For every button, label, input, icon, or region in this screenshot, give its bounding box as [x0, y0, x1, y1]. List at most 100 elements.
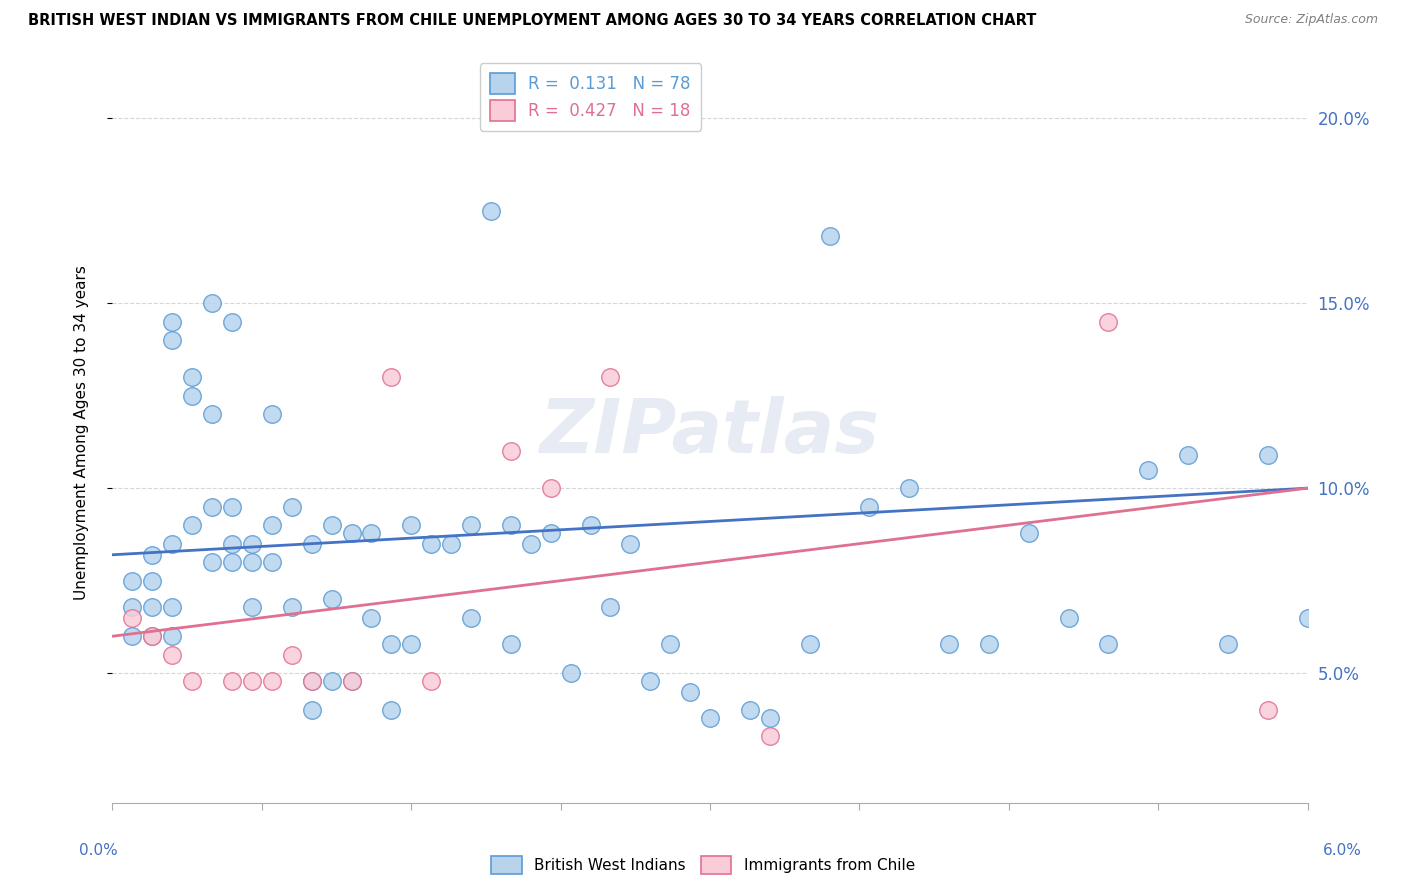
Point — [260, 518, 283, 533]
Point — [738, 703, 761, 717]
Point — [321, 592, 343, 607]
Point — [240, 599, 263, 614]
Point — [301, 673, 323, 688]
Point — [479, 203, 502, 218]
Point — [540, 481, 562, 495]
Point — [1057, 610, 1080, 624]
Point — [141, 599, 163, 614]
Point — [540, 525, 562, 540]
Point — [321, 518, 343, 533]
Point — [560, 666, 582, 681]
Point — [340, 525, 363, 540]
Point — [759, 729, 782, 743]
Point — [201, 500, 224, 514]
Point — [162, 333, 183, 347]
Point — [699, 711, 721, 725]
Point — [141, 629, 163, 643]
Point — [420, 673, 443, 688]
Point — [1257, 703, 1279, 717]
Point — [181, 673, 204, 688]
Legend: British West Indians, Immigrants from Chile: British West Indians, Immigrants from Ch… — [485, 850, 921, 880]
Point — [640, 673, 662, 688]
Point — [499, 518, 522, 533]
Point — [380, 370, 402, 384]
Point — [759, 711, 782, 725]
Point — [162, 648, 183, 662]
Point — [121, 629, 143, 643]
Point — [1097, 314, 1119, 328]
Point — [599, 599, 621, 614]
Point — [659, 637, 682, 651]
Text: 0.0%: 0.0% — [79, 843, 118, 858]
Text: Source: ZipAtlas.com: Source: ZipAtlas.com — [1244, 13, 1378, 27]
Point — [799, 637, 821, 651]
Point — [221, 536, 243, 550]
Point — [221, 314, 243, 328]
Point — [301, 536, 323, 550]
Point — [221, 500, 243, 514]
Point — [440, 536, 463, 550]
Point — [938, 637, 960, 651]
Point — [401, 637, 423, 651]
Point — [420, 536, 443, 550]
Point — [181, 370, 204, 384]
Point — [181, 518, 204, 533]
Point — [301, 703, 323, 717]
Point — [380, 703, 402, 717]
Point — [360, 525, 382, 540]
Point — [818, 229, 841, 244]
Point — [858, 500, 880, 514]
Point — [360, 610, 382, 624]
Point — [201, 407, 224, 421]
Point — [181, 389, 204, 403]
Point — [260, 555, 283, 569]
Point — [240, 673, 263, 688]
Point — [340, 673, 363, 688]
Point — [599, 370, 621, 384]
Point — [201, 555, 224, 569]
Point — [260, 673, 283, 688]
Point — [221, 673, 243, 688]
Point — [380, 637, 402, 651]
Point — [281, 500, 304, 514]
Point — [141, 629, 163, 643]
Point — [579, 518, 602, 533]
Point — [121, 610, 143, 624]
Point — [679, 685, 702, 699]
Point — [321, 673, 343, 688]
Point — [162, 314, 183, 328]
Point — [301, 673, 323, 688]
Point — [1257, 448, 1279, 462]
Point — [281, 648, 304, 662]
Point — [121, 599, 143, 614]
Point — [201, 296, 224, 310]
Point — [260, 407, 283, 421]
Point — [460, 518, 482, 533]
Point — [520, 536, 543, 550]
Y-axis label: Unemployment Among Ages 30 to 34 years: Unemployment Among Ages 30 to 34 years — [75, 265, 89, 600]
Point — [1177, 448, 1199, 462]
Point — [141, 574, 163, 588]
Point — [162, 536, 183, 550]
Point — [1216, 637, 1239, 651]
Point — [401, 518, 423, 533]
Point — [162, 599, 183, 614]
Point — [281, 599, 304, 614]
Point — [340, 673, 363, 688]
Point — [977, 637, 1000, 651]
Point — [121, 574, 143, 588]
Point — [499, 444, 522, 458]
Point — [499, 637, 522, 651]
Text: 6.0%: 6.0% — [1323, 843, 1362, 858]
Point — [460, 610, 482, 624]
Point — [1137, 462, 1160, 476]
Point — [898, 481, 921, 495]
Legend: R =  0.131   N = 78, R =  0.427   N = 18: R = 0.131 N = 78, R = 0.427 N = 18 — [479, 63, 702, 131]
Point — [240, 536, 263, 550]
Point — [240, 555, 263, 569]
Point — [1018, 525, 1040, 540]
Text: ZIPatlas: ZIPatlas — [540, 396, 880, 469]
Point — [1097, 637, 1119, 651]
Point — [141, 548, 163, 562]
Text: BRITISH WEST INDIAN VS IMMIGRANTS FROM CHILE UNEMPLOYMENT AMONG AGES 30 TO 34 YE: BRITISH WEST INDIAN VS IMMIGRANTS FROM C… — [28, 13, 1036, 29]
